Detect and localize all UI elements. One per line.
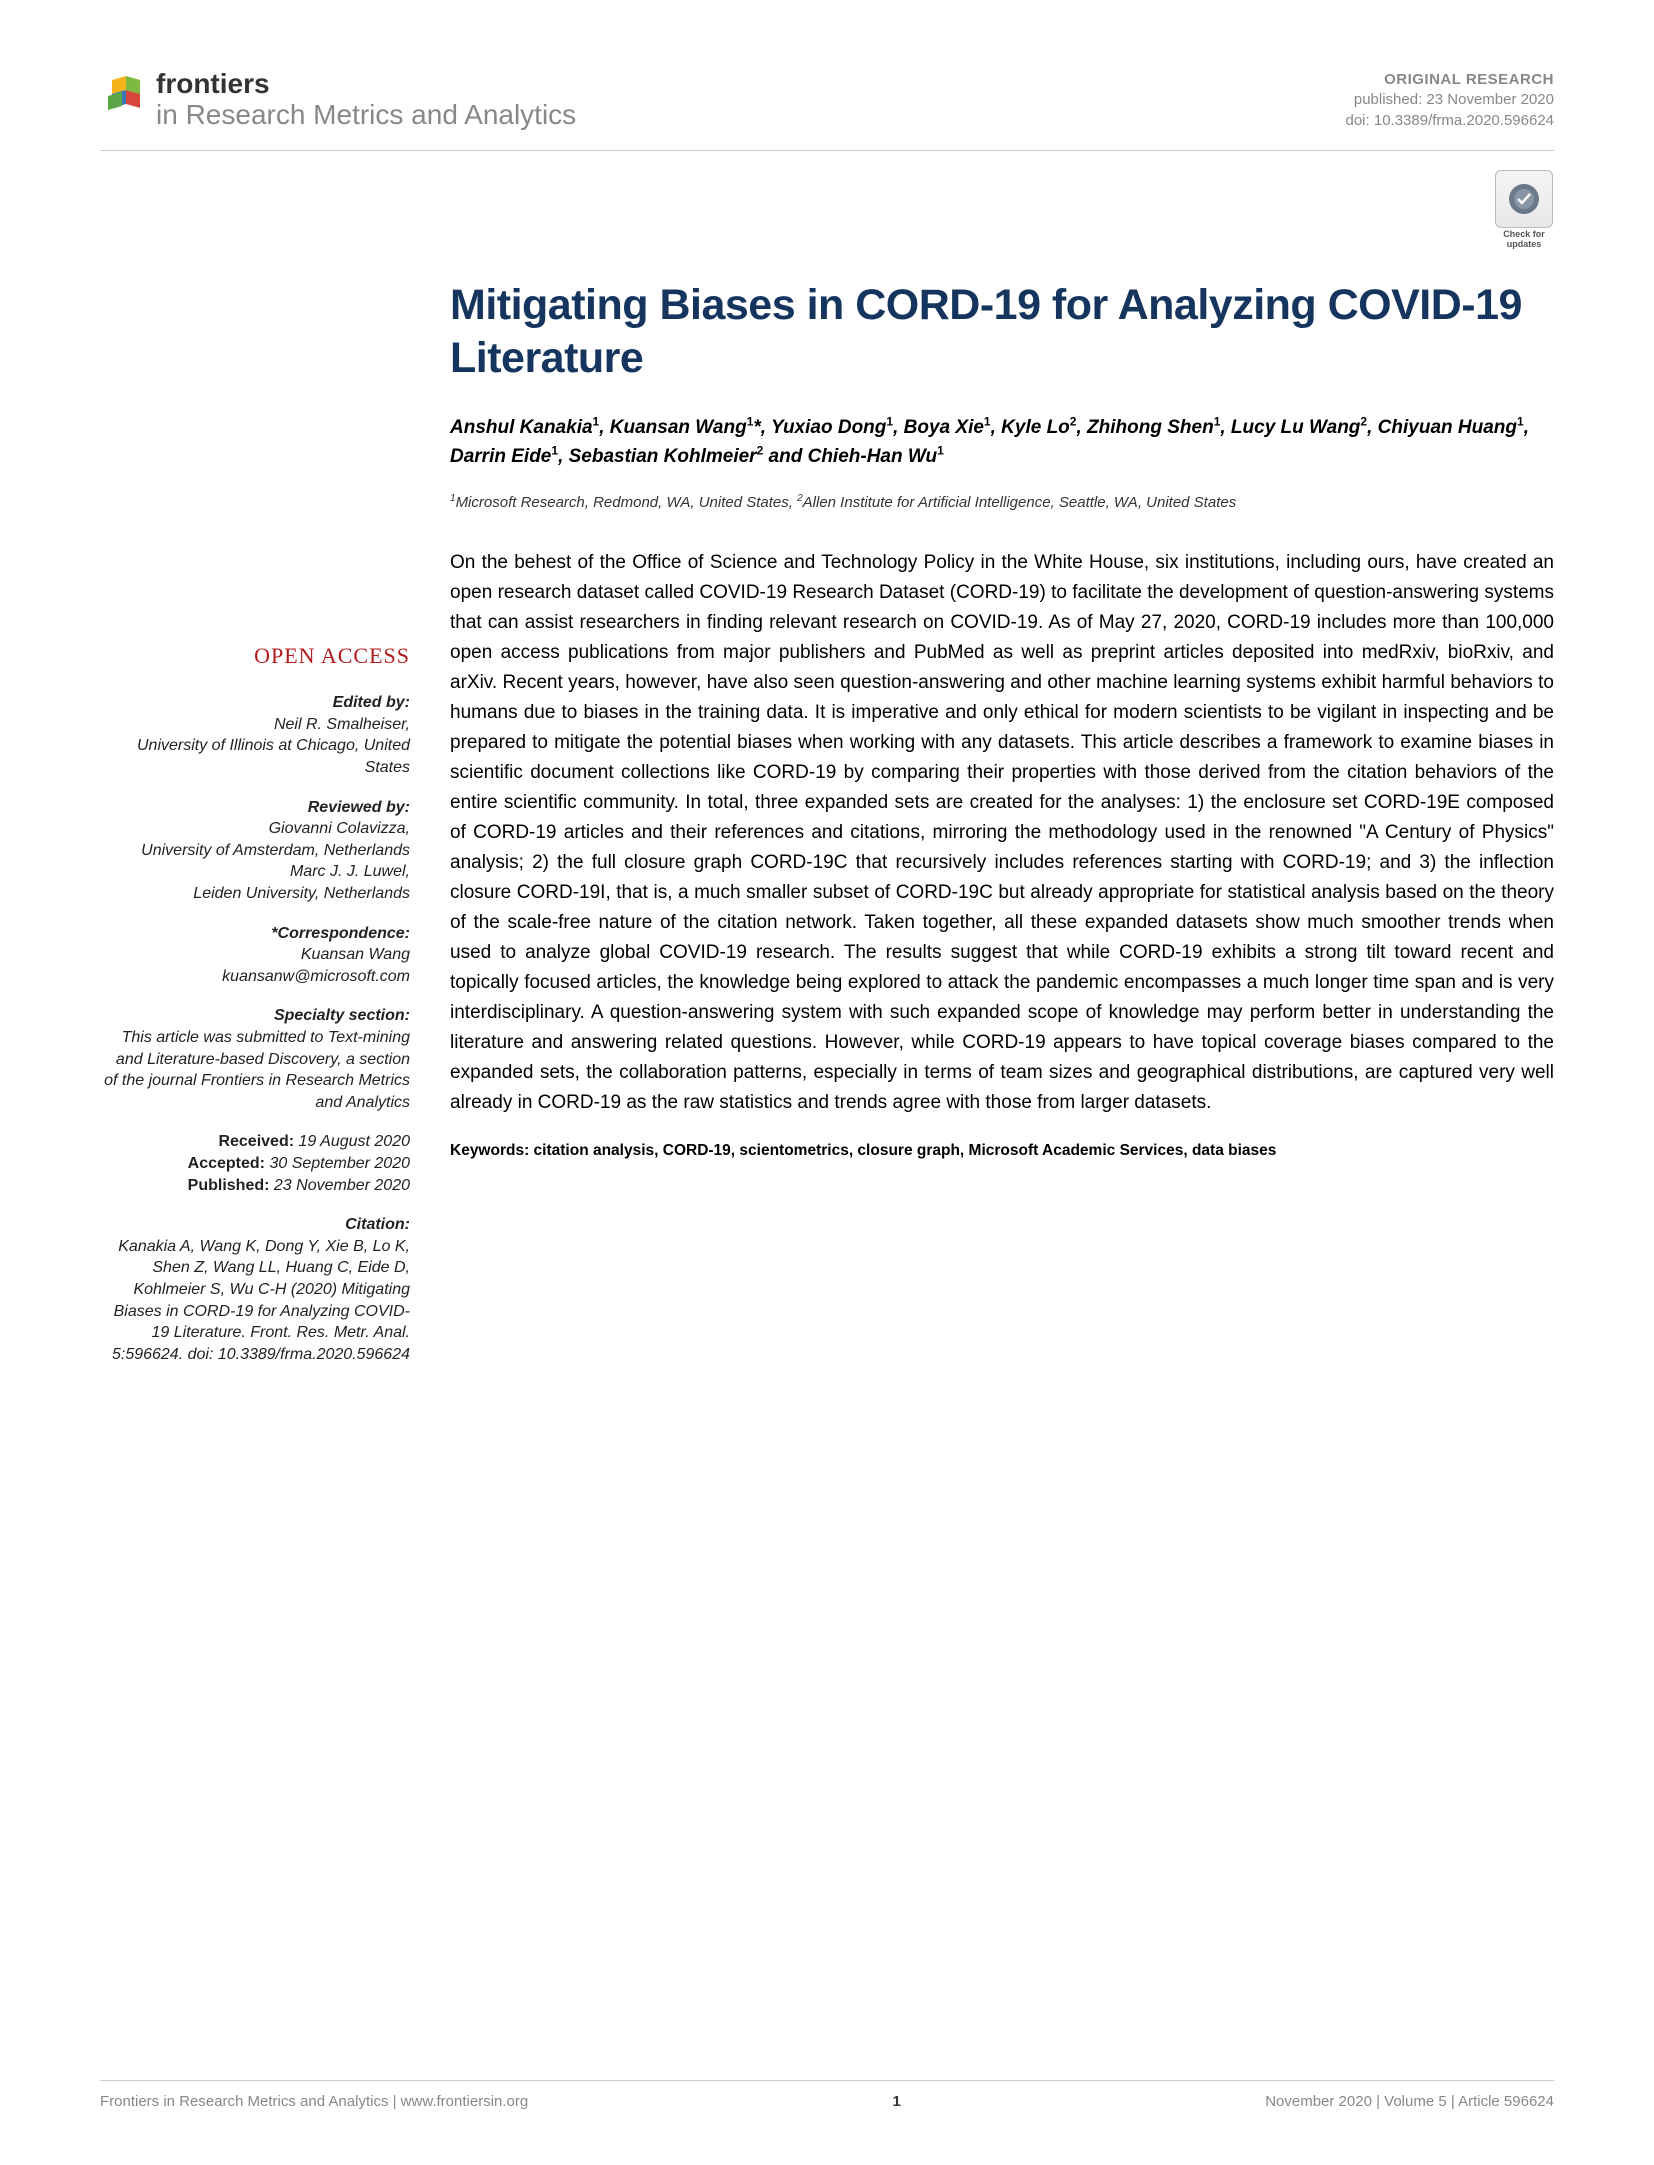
- keywords-line: Keywords: citation analysis, CORD-19, sc…: [450, 1142, 1554, 1160]
- correspondence-label: *Correspondence:: [100, 923, 410, 945]
- reviewed-by-block: Giovanni Colavizza, University of Amster…: [100, 818, 410, 904]
- footer-left: Frontiers in Research Metrics and Analyt…: [100, 2093, 528, 2110]
- accepted-date: 30 September 2020: [269, 1155, 410, 1172]
- edited-by-label: Edited by:: [100, 692, 410, 714]
- journal-subtitle: in Research Metrics and Analytics: [156, 98, 576, 132]
- check-updates-button[interactable]: Check for updates: [1494, 170, 1554, 250]
- editor-name: Neil R. Smalheiser,: [274, 716, 410, 733]
- dates-block: Received: 19 August 2020 Accepted: 30 Se…: [100, 1131, 410, 1196]
- edited-by-block: Neil R. Smalheiser, University of Illino…: [100, 714, 410, 779]
- open-access-label: OPEN ACCESS: [100, 641, 410, 671]
- received-date: 19 August 2020: [299, 1133, 411, 1150]
- received-label: Received:: [218, 1133, 294, 1150]
- abstract-text: On the behest of the Office of Science a…: [450, 548, 1554, 1118]
- accepted-label: Accepted:: [188, 1155, 265, 1172]
- citation-text: Kanakia A, Wang K, Dong Y, Xie B, Lo K, …: [100, 1236, 410, 1366]
- publication-info: ORIGINAL RESEARCH published: 23 November…: [1346, 70, 1555, 131]
- check-updates-label: Check for updates: [1494, 230, 1554, 250]
- correspondence-name: Kuansan Wang: [301, 946, 410, 963]
- reviewer2-name: Marc J. J. Luwel,: [290, 863, 410, 880]
- citation-label: Citation:: [100, 1214, 410, 1236]
- page-number: 1: [893, 2093, 901, 2110]
- sidebar: OPEN ACCESS Edited by: Neil R. Smalheise…: [100, 251, 410, 1384]
- reviewer1-affiliation: University of Amsterdam, Netherlands: [141, 842, 410, 859]
- reviewer1-name: Giovanni Colavizza,: [269, 820, 410, 837]
- correspondence-block: Kuansan Wang kuansanw@microsoft.com: [100, 944, 410, 987]
- reviewer2-affiliation: Leiden University, Netherlands: [193, 885, 410, 902]
- footer-right: November 2020 | Volume 5 | Article 59662…: [1265, 2093, 1554, 2110]
- editor-affiliation: University of Illinois at Chicago, Unite…: [137, 737, 410, 776]
- frontiers-cube-icon: [100, 74, 146, 120]
- published-date: published: 23 November 2020: [1346, 90, 1555, 110]
- article-title: Mitigating Biases in CORD-19 for Analyzi…: [450, 279, 1554, 384]
- header-bar: frontiers in Research Metrics and Analyt…: [100, 70, 1554, 151]
- specialty-label: Specialty section:: [100, 1005, 410, 1027]
- reviewed-by-label: Reviewed by:: [100, 797, 410, 819]
- specialty-text: This article was submitted to Text-minin…: [100, 1027, 410, 1113]
- authors-list: Anshul Kanakia1, Kuansan Wang1*, Yuxiao …: [450, 412, 1554, 472]
- published-date-side: 23 November 2020: [274, 1177, 410, 1194]
- content-columns: OPEN ACCESS Edited by: Neil R. Smalheise…: [100, 251, 1554, 1384]
- article-type: ORIGINAL RESEARCH: [1346, 70, 1555, 90]
- affiliations: 1Microsoft Research, Redmond, WA, United…: [450, 492, 1554, 513]
- correspondence-email[interactable]: kuansanw@microsoft.com: [222, 968, 410, 985]
- journal-logo-block: frontiers in Research Metrics and Analyt…: [100, 70, 576, 132]
- crossmark-icon: [1495, 170, 1553, 228]
- doi-text: doi: 10.3389/frma.2020.596624: [1346, 111, 1555, 131]
- published-label: Published:: [188, 1177, 270, 1194]
- main-column: Mitigating Biases in CORD-19 for Analyzi…: [450, 251, 1554, 1384]
- journal-logo-word: frontiers: [156, 70, 576, 98]
- page: frontiers in Research Metrics and Analyt…: [0, 0, 1654, 2165]
- page-footer: Frontiers in Research Metrics and Analyt…: [100, 2080, 1554, 2110]
